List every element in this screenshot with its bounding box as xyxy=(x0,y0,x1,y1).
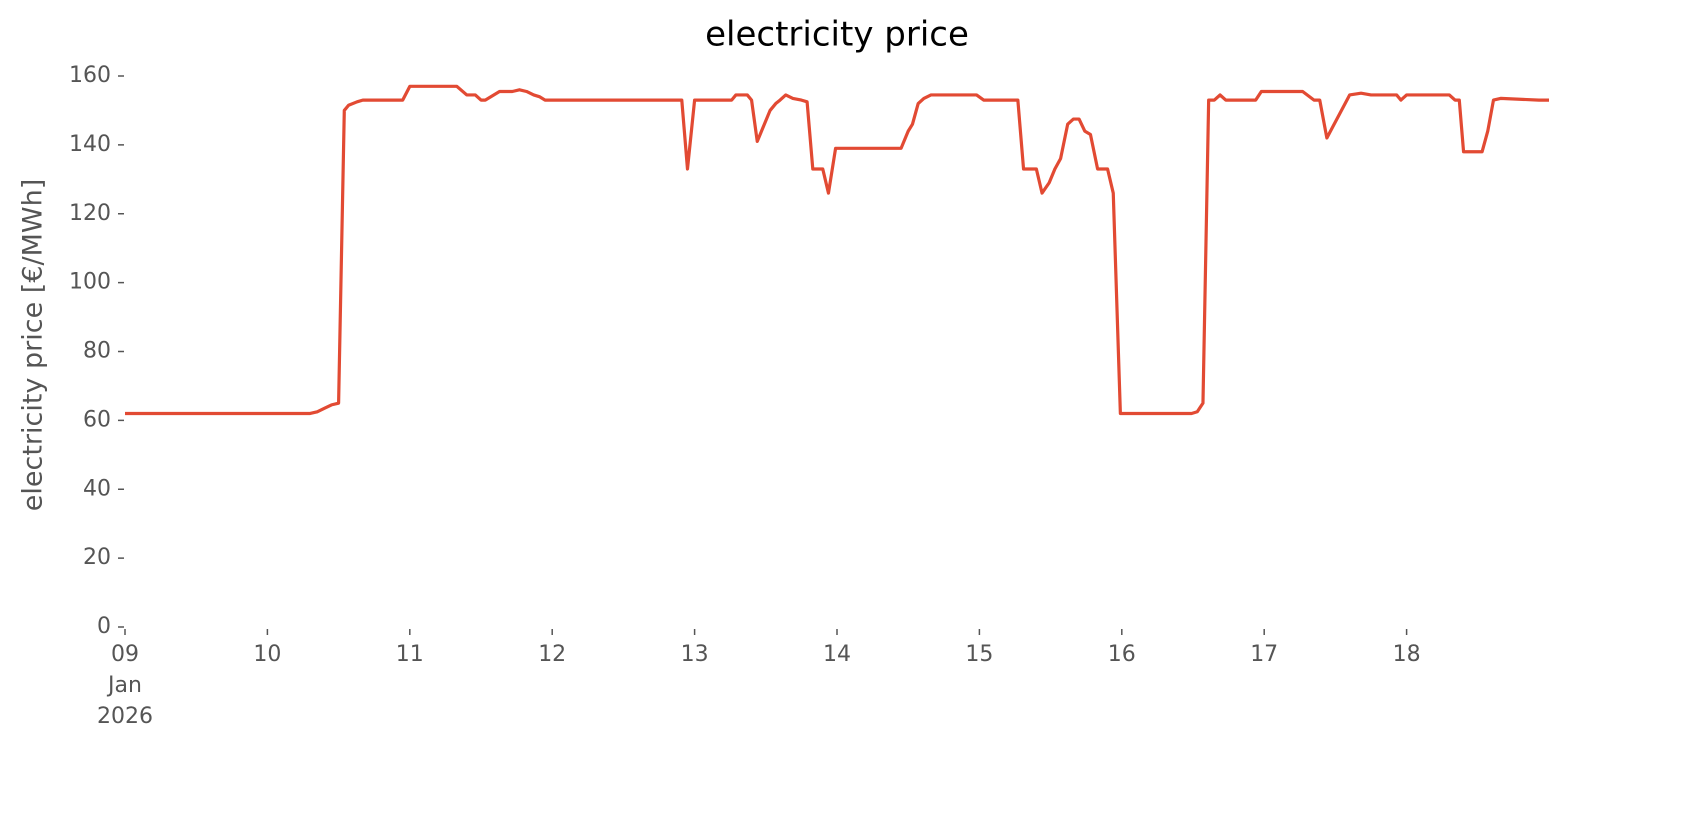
y-tick-label: 100 xyxy=(69,270,111,295)
x-tick-label: 17 xyxy=(1250,642,1278,667)
chart-title: electricity price xyxy=(705,15,969,55)
y-tick-label: 140 xyxy=(69,132,111,157)
x-tick-label: 10 xyxy=(253,642,281,667)
x-tick-label: 09 Jan 2026 xyxy=(97,642,153,729)
x-tick-label: 18 xyxy=(1393,642,1421,667)
y-tick-label: 40 xyxy=(83,476,111,501)
x-tick-label: 15 xyxy=(965,642,993,667)
x-tick-label: 12 xyxy=(538,642,566,667)
y-tick-label: 20 xyxy=(83,545,111,570)
price-line xyxy=(125,84,1549,416)
x-tick-label: 13 xyxy=(681,642,709,667)
x-tick-label: 16 xyxy=(1108,642,1136,667)
x-tick-label: 14 xyxy=(823,642,851,667)
x-tick-label: 11 xyxy=(396,642,424,667)
y-tick-label: 120 xyxy=(69,201,111,226)
y-tick-label: 80 xyxy=(83,339,111,364)
y-axis-label: electricity price [€/MWh] xyxy=(18,179,49,511)
y-tick-label: 0 xyxy=(97,614,111,639)
y-tick-label: 160 xyxy=(69,63,111,88)
y-tick-label: 60 xyxy=(83,407,111,432)
